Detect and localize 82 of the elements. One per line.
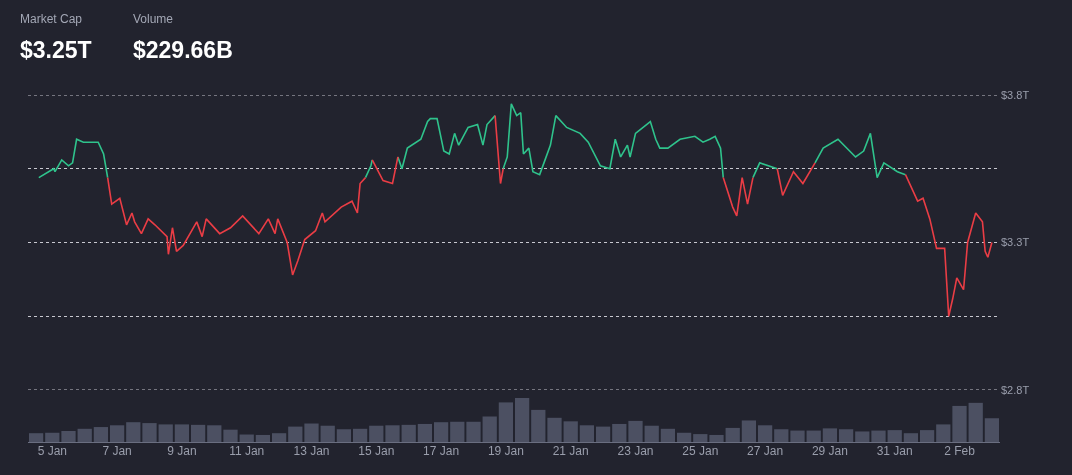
bar	[903, 433, 919, 442]
y-tick-label: $3.3T	[1001, 236, 1030, 249]
x-tick-label: 27 Jan	[747, 444, 784, 458]
bar	[190, 424, 206, 442]
bar	[174, 424, 190, 442]
text: $3.25T	[20, 37, 92, 63]
y-tick-label: $3.8T	[1001, 88, 1030, 101]
bar	[855, 431, 870, 442]
bar	[984, 418, 1000, 442]
bar	[158, 424, 173, 442]
bar	[531, 409, 546, 442]
x-tick-label: 9 Jan	[167, 444, 197, 458]
x-tick-label: 15 Jan	[358, 444, 395, 458]
bar	[579, 425, 595, 442]
bar	[644, 425, 659, 442]
bar	[126, 422, 141, 442]
bar	[417, 423, 433, 442]
bar	[450, 421, 465, 442]
bar	[595, 426, 611, 442]
x-tick-label: 31 Jan	[876, 444, 913, 458]
bar	[919, 430, 935, 442]
x-tick-label: 17 Jan	[423, 444, 460, 458]
bar	[887, 430, 902, 442]
x-tick-label: 19 Jan	[487, 444, 524, 458]
bar	[207, 425, 222, 442]
bar	[676, 432, 692, 442]
bar	[725, 427, 740, 442]
x-tick-label: 29 Jan	[811, 444, 848, 458]
x-tick-label: 2 Feb	[944, 444, 976, 458]
bar	[77, 428, 92, 442]
y-tick-label: $2.8T	[1001, 383, 1030, 396]
x-tick-label: 5 Jan	[37, 444, 67, 458]
bar	[936, 424, 951, 442]
bar	[320, 425, 335, 442]
bar	[271, 433, 287, 442]
bar	[482, 416, 497, 442]
bar	[255, 434, 271, 442]
bar	[514, 398, 530, 442]
bar	[304, 423, 319, 442]
bar	[871, 430, 886, 442]
bar	[563, 421, 578, 442]
x-tick-label: 23 Jan	[617, 444, 654, 458]
bar	[547, 417, 562, 442]
bar	[741, 420, 757, 442]
x-tick-label: 11 Jan	[229, 444, 265, 458]
bar	[806, 430, 821, 442]
bar	[952, 405, 967, 442]
bar	[239, 434, 254, 442]
bar	[61, 431, 76, 442]
bar	[401, 424, 416, 442]
bar	[466, 421, 481, 442]
x-tick-label: 21 Jan	[552, 444, 589, 458]
bar	[28, 433, 44, 442]
bar	[142, 423, 157, 442]
bar	[790, 430, 805, 442]
bar	[838, 429, 854, 442]
text: Market Cap	[20, 12, 83, 26]
bar	[352, 428, 368, 442]
bar	[45, 432, 60, 442]
text: $229.66B	[133, 37, 233, 63]
bar	[369, 425, 384, 442]
bar	[433, 422, 449, 442]
bar	[288, 426, 303, 442]
bar	[660, 428, 676, 442]
x-tick-label: 7 Jan	[102, 444, 132, 458]
bar	[336, 429, 352, 442]
bar	[709, 434, 724, 442]
bar	[757, 425, 773, 442]
bar	[385, 425, 400, 442]
bar	[693, 434, 708, 442]
text: Volume	[133, 12, 174, 26]
x-tick-label: 13 Jan	[293, 444, 330, 458]
bar	[774, 429, 789, 442]
x-tick-label: 25 Jan	[682, 444, 719, 458]
bar	[498, 402, 514, 442]
bar	[612, 423, 627, 442]
bar	[822, 428, 838, 442]
bar	[223, 429, 238, 442]
bar	[93, 427, 109, 442]
bar	[628, 420, 643, 442]
bar	[968, 402, 983, 442]
bar	[109, 425, 125, 442]
